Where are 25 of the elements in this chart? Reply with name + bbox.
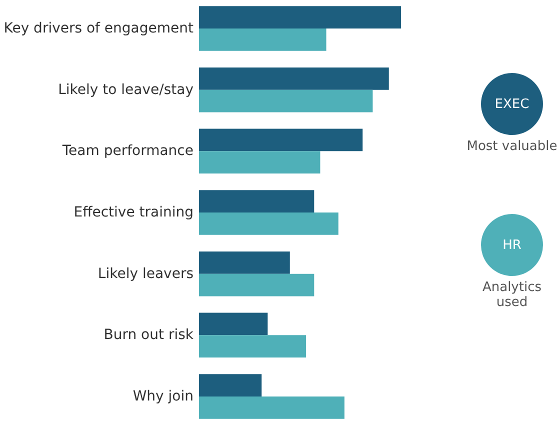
text: Analytics used xyxy=(481,280,543,310)
bar xyxy=(199,335,306,358)
bar xyxy=(199,374,262,396)
y-tick-label: Team performance xyxy=(61,143,194,160)
bar xyxy=(199,396,344,419)
circle-swatch: HR xyxy=(481,214,543,276)
y-tick-label: Why join xyxy=(132,388,194,404)
bar xyxy=(199,312,268,336)
bar xyxy=(199,251,290,274)
y-tick-label: Likely to leave/stay xyxy=(58,82,194,98)
y-tick-label: Effective training xyxy=(74,204,194,220)
y-tick-label: Key drivers of engagement xyxy=(4,20,194,37)
bar xyxy=(199,190,314,212)
bar xyxy=(199,90,373,112)
bar xyxy=(199,67,389,90)
text: Most valuable xyxy=(466,139,558,154)
bar xyxy=(199,151,320,174)
bar xyxy=(199,6,401,29)
bar xyxy=(199,128,363,152)
bar xyxy=(199,212,338,235)
bar xyxy=(199,28,326,51)
y-tick-label: Likely leavers xyxy=(98,266,194,282)
bar xyxy=(199,274,314,296)
y-tick-label: Burn out risk xyxy=(104,327,194,344)
circle-swatch: EXEC xyxy=(481,73,543,135)
